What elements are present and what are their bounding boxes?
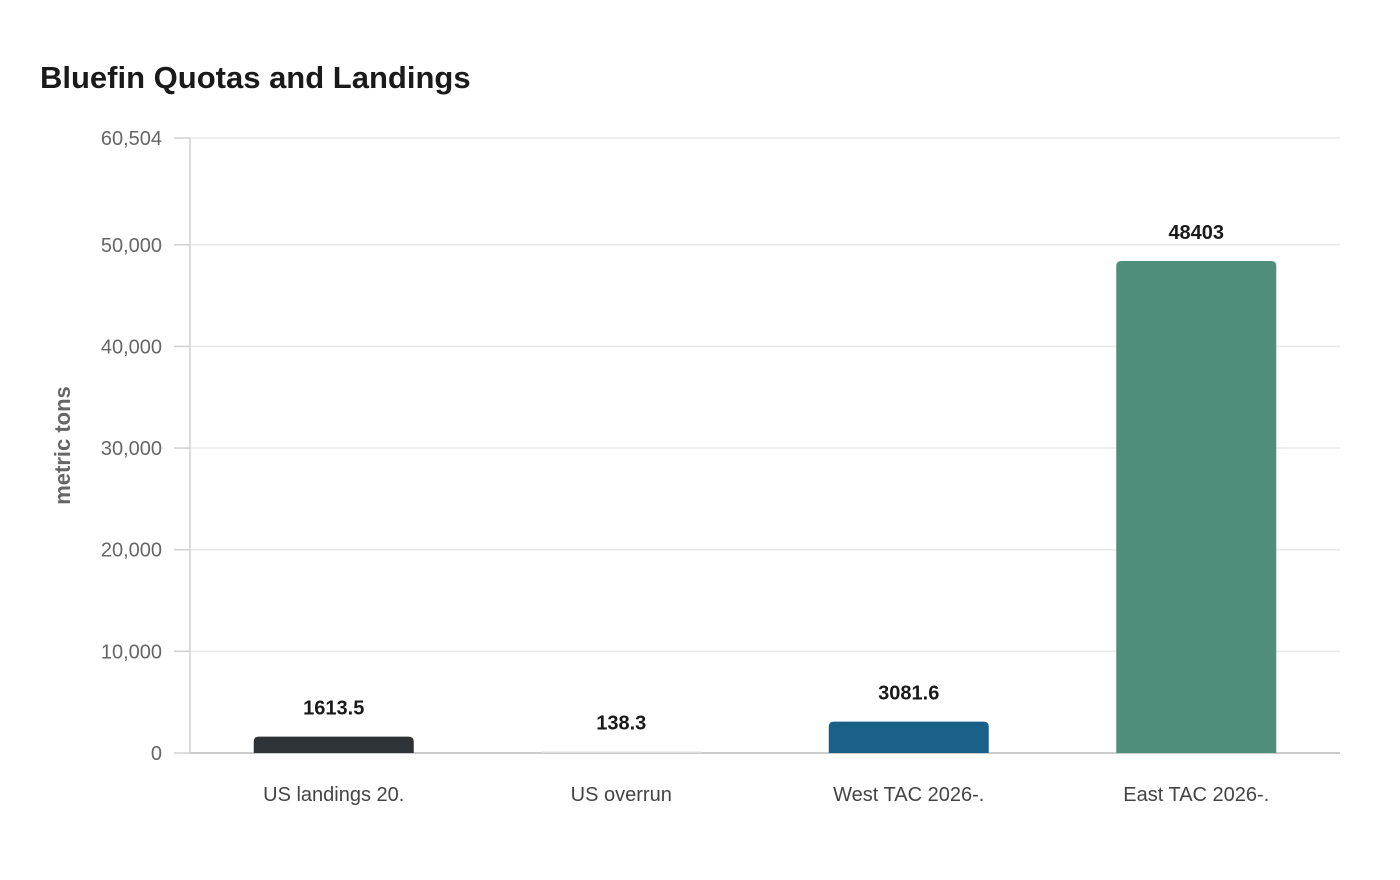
data-label: 138.3 xyxy=(596,713,646,735)
chart-title: Bluefin Quotas and Landings xyxy=(40,60,471,95)
y-tick-label: 20,000 xyxy=(101,540,162,562)
labels: 0 10,000 20,000 30,000 40,000 50,000 60,504 161… xyxy=(101,128,1269,806)
y-tick-label: 0 xyxy=(151,743,162,765)
data-label: 3081.6 xyxy=(878,683,939,705)
bar[interactable] xyxy=(253,736,414,753)
x-tick-label: East TAC 2026-. xyxy=(1123,784,1269,806)
y-tick-label: 50,000 xyxy=(101,235,162,257)
x-tick-label: US overrun xyxy=(571,784,672,806)
y-axis-title: metric tons xyxy=(50,386,75,505)
bar[interactable] xyxy=(828,721,989,753)
bars xyxy=(253,261,1277,754)
x-tick-label: West TAC 2026-. xyxy=(833,784,984,806)
data-label: 1613.5 xyxy=(303,698,364,720)
data-label: 48403 xyxy=(1168,222,1224,244)
y-tick-label: 60,504 xyxy=(101,128,162,150)
bar[interactable] xyxy=(1116,261,1277,753)
bar[interactable] xyxy=(541,751,702,754)
y-tick-label: 30,000 xyxy=(101,438,162,460)
y-tick-label: 40,000 xyxy=(101,336,162,358)
y-tick-label: 10,000 xyxy=(101,641,162,663)
gridlines xyxy=(190,137,1340,653)
x-tick-label: US landings 20. xyxy=(263,784,404,806)
